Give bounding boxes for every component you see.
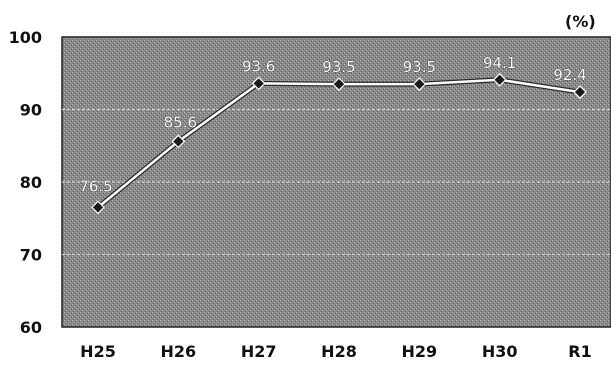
- y-axis-ticks: 60 70 80 90 100: [9, 28, 42, 337]
- gridlines: [62, 108, 611, 256]
- data-points: [91, 72, 587, 215]
- y-tick-label: 100: [9, 28, 42, 47]
- y-tick-label: 70: [20, 246, 42, 265]
- data-point: [171, 134, 186, 149]
- data-label: 76.5: [79, 177, 112, 195]
- x-tick-label: H28: [321, 342, 357, 361]
- x-tick-label: H29: [402, 342, 438, 361]
- data-point: [91, 200, 105, 215]
- x-axis-ticks: H25 H26 H27 H28 H29 H30 R1: [80, 342, 592, 361]
- unit-label: (%): [565, 12, 596, 31]
- x-tick-label: H26: [161, 342, 197, 361]
- data-label: 94.1: [483, 54, 516, 72]
- x-tick-label: H25: [80, 342, 116, 361]
- x-tick-label: R1: [568, 342, 591, 361]
- data-point: [573, 85, 587, 99]
- y-tick-label: 90: [20, 101, 42, 120]
- data-label: 85.6: [164, 113, 197, 131]
- data-point: [332, 77, 346, 91]
- y-tick-label: 60: [20, 318, 42, 337]
- data-label: 93.6: [242, 57, 275, 75]
- data-label: 93.5: [322, 58, 355, 76]
- data-label: 92.4: [553, 66, 586, 84]
- x-tick-label: H27: [241, 342, 277, 361]
- data-point: [412, 77, 427, 91]
- data-point: [492, 72, 507, 87]
- y-tick-label: 80: [20, 173, 42, 192]
- data-labels: 76.5 85.6 93.6 93.5 93.5 94.1 92.4: [79, 53, 587, 195]
- data-point: [251, 76, 266, 91]
- x-tick-label: H30: [482, 342, 518, 361]
- data-label: 93.5: [403, 58, 436, 76]
